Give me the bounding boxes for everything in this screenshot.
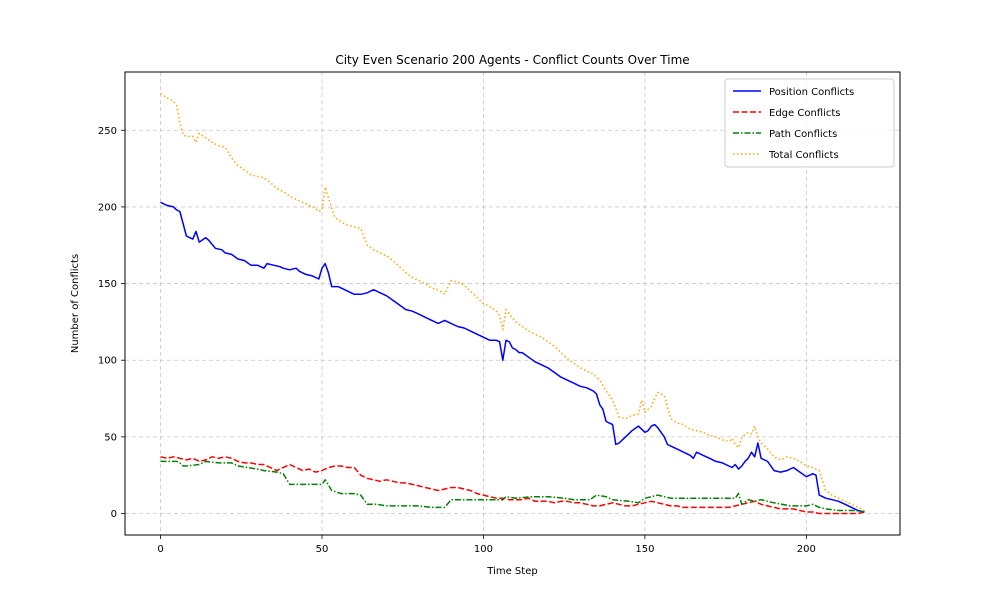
legend-label-position-conflicts: Position Conflicts	[769, 87, 854, 98]
series-line-path-conflicts	[160, 460, 865, 513]
y-tick-label: 100	[98, 356, 117, 367]
ticks: 0 50 100 150 200 0 50 100 150 200 250	[98, 126, 816, 555]
x-tick-label: 0	[157, 544, 163, 555]
legend-label-path-conflicts: Path Conflicts	[769, 129, 837, 140]
y-tick-label: 50	[104, 432, 117, 443]
legend-label-total-conflicts: Total Conflicts	[768, 150, 839, 161]
legend-box	[724, 78, 895, 168]
y-tick-label: 250	[98, 126, 117, 137]
legend: Position Conflicts Edge Conflicts Path Con…	[724, 78, 895, 168]
chart-title: City Even Scenario 200 Agents - Conflict…	[335, 53, 689, 67]
y-tick-label: 200	[98, 202, 117, 213]
y-tick-label: 150	[98, 279, 117, 290]
legend-label-edge-conflicts: Edge Conflicts	[769, 108, 841, 119]
series-layer	[160, 92, 865, 515]
series-line-total-conflicts	[160, 92, 865, 512]
x-tick-label: 50	[316, 544, 329, 555]
x-tick-label: 100	[474, 544, 493, 555]
x-tick-label: 200	[797, 544, 816, 555]
y-tick-label: 0	[111, 509, 117, 520]
x-axis-label: Time Step	[486, 566, 537, 577]
plot-frame	[124, 71, 901, 536]
series-line-position-conflicts	[160, 201, 865, 513]
x-tick-label: 150	[635, 544, 654, 555]
y-axis-label: Number of Conflicts	[70, 254, 81, 353]
series-line-edge-conflicts	[160, 456, 865, 515]
